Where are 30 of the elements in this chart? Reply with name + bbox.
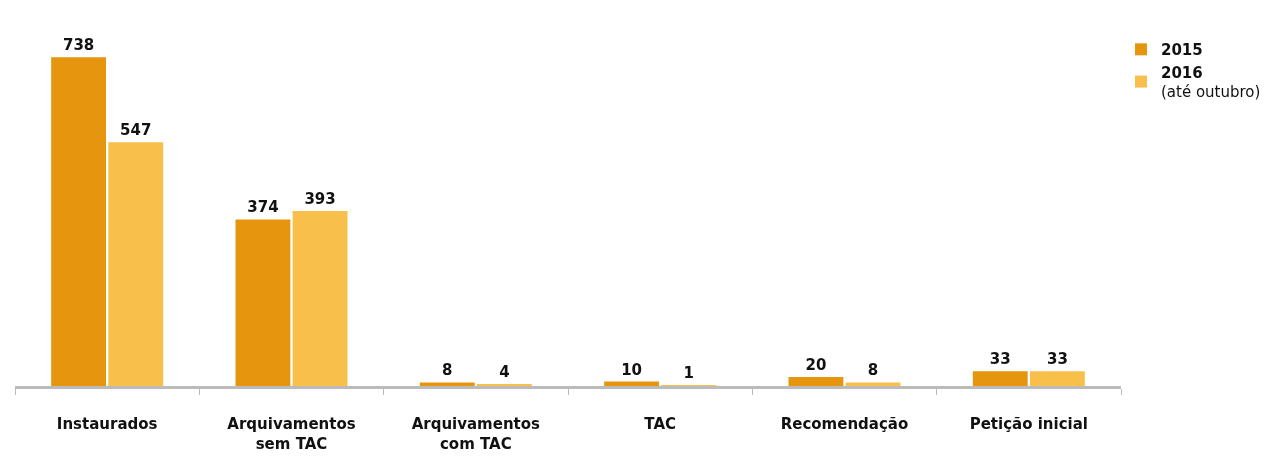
data-label: 738 bbox=[62, 36, 95, 55]
bar bbox=[108, 142, 164, 386]
bar bbox=[1029, 371, 1085, 386]
data-label: 20 bbox=[805, 356, 827, 375]
x-tick-label: Instaurados bbox=[56, 415, 158, 433]
data-label: 1 bbox=[683, 364, 694, 382]
data-label: 393 bbox=[304, 189, 336, 208]
data-label: 4 bbox=[499, 363, 510, 381]
data-label: 10 bbox=[621, 360, 643, 379]
data-label: 33 bbox=[1046, 350, 1068, 369]
x-tick-label: Arquivamentos com TAC bbox=[411, 415, 541, 453]
data-label: 8 bbox=[442, 361, 453, 380]
bar bbox=[788, 377, 844, 386]
bar bbox=[51, 57, 107, 386]
x-tick-label: Petição inicial bbox=[969, 415, 1088, 433]
bar bbox=[419, 382, 475, 386]
data-label: 547 bbox=[120, 121, 152, 140]
bar bbox=[972, 371, 1028, 386]
bar bbox=[604, 381, 660, 386]
bar bbox=[292, 210, 348, 386]
legend-label: 2016 (até outubro) bbox=[1161, 63, 1261, 102]
bar bbox=[845, 382, 901, 386]
x-tick-label: TAC bbox=[644, 415, 677, 433]
data-label: 33 bbox=[989, 350, 1011, 369]
x-tick-label: Recomendação bbox=[780, 415, 909, 433]
bar bbox=[235, 219, 291, 386]
legend-label: 2015 bbox=[1161, 41, 1203, 60]
data-label: 8 bbox=[867, 361, 879, 380]
data-label: 374 bbox=[247, 198, 279, 217]
x-tick-label: Arquivamentos sem TAC bbox=[227, 415, 356, 453]
